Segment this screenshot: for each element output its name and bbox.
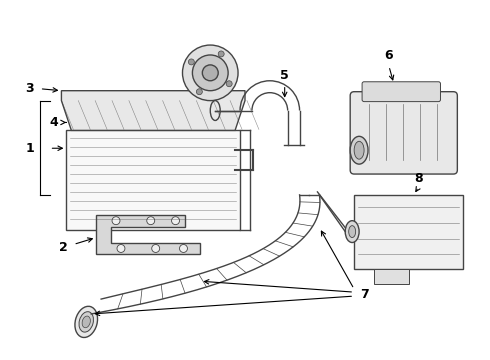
- Ellipse shape: [79, 312, 94, 332]
- Circle shape: [179, 244, 188, 252]
- Circle shape: [193, 55, 228, 91]
- FancyBboxPatch shape: [374, 269, 409, 284]
- Ellipse shape: [354, 141, 364, 159]
- Text: 1: 1: [25, 142, 34, 155]
- Polygon shape: [96, 215, 200, 255]
- Circle shape: [147, 217, 155, 225]
- Circle shape: [172, 217, 179, 225]
- Ellipse shape: [350, 136, 368, 164]
- Circle shape: [196, 89, 202, 95]
- FancyBboxPatch shape: [66, 130, 240, 230]
- Circle shape: [226, 81, 232, 87]
- FancyBboxPatch shape: [354, 195, 464, 269]
- Text: 3: 3: [25, 82, 34, 95]
- Ellipse shape: [345, 221, 359, 243]
- Text: 2: 2: [59, 241, 68, 254]
- Text: 8: 8: [415, 171, 423, 185]
- FancyBboxPatch shape: [362, 82, 441, 102]
- Circle shape: [152, 244, 160, 252]
- Circle shape: [188, 59, 195, 65]
- Text: 4: 4: [49, 116, 58, 129]
- Ellipse shape: [75, 306, 98, 337]
- Circle shape: [112, 217, 120, 225]
- FancyBboxPatch shape: [350, 92, 457, 174]
- Ellipse shape: [82, 316, 90, 328]
- Circle shape: [182, 45, 238, 100]
- Text: 6: 6: [385, 49, 393, 63]
- Text: 5: 5: [280, 69, 289, 82]
- Polygon shape: [61, 91, 245, 130]
- Text: 7: 7: [360, 288, 368, 301]
- Circle shape: [202, 65, 218, 81]
- Ellipse shape: [349, 226, 356, 238]
- Circle shape: [218, 51, 224, 57]
- Circle shape: [117, 244, 125, 252]
